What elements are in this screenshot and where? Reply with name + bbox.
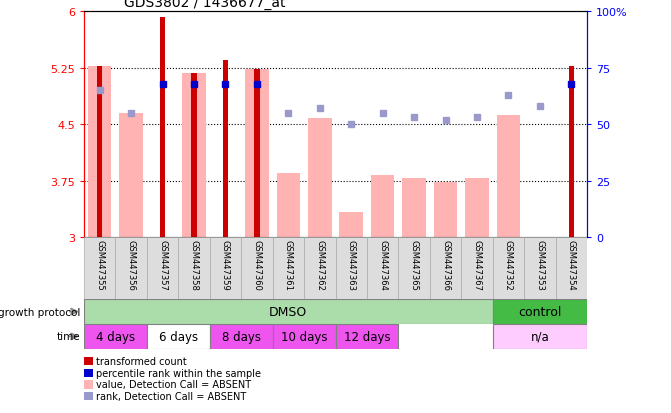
Text: GSM447356: GSM447356 <box>127 239 136 290</box>
Text: control: control <box>518 305 562 318</box>
Bar <box>84 324 147 349</box>
Bar <box>119 114 143 237</box>
Text: DMSO: DMSO <box>269 305 307 318</box>
Bar <box>336 237 367 299</box>
Text: GSM447364: GSM447364 <box>378 239 387 290</box>
Text: GSM447361: GSM447361 <box>284 239 293 290</box>
Bar <box>254 69 260 237</box>
Text: growth protocol: growth protocol <box>0 307 81 317</box>
Bar <box>556 237 587 299</box>
Bar <box>430 237 462 299</box>
Bar <box>88 66 111 237</box>
Text: GSM447363: GSM447363 <box>347 239 356 290</box>
Text: GSM447352: GSM447352 <box>504 239 513 290</box>
Text: percentile rank within the sample: percentile rank within the sample <box>96 368 261 378</box>
Text: GSM447354: GSM447354 <box>567 239 576 290</box>
Bar <box>209 324 272 349</box>
Bar <box>272 237 304 299</box>
Bar <box>568 66 574 237</box>
Bar <box>308 119 331 237</box>
Bar <box>493 324 587 349</box>
Text: GDS3802 / 1436677_at: GDS3802 / 1436677_at <box>124 0 286 10</box>
Bar <box>304 237 336 299</box>
Bar <box>241 237 272 299</box>
Bar <box>272 324 336 349</box>
Bar <box>367 237 399 299</box>
Text: GSM447353: GSM447353 <box>535 239 544 290</box>
Bar <box>160 18 165 237</box>
Bar <box>465 179 489 237</box>
Text: GSM447359: GSM447359 <box>221 239 230 290</box>
Text: GSM447357: GSM447357 <box>158 239 167 290</box>
Text: GSM447358: GSM447358 <box>189 239 199 290</box>
Bar <box>462 237 493 299</box>
Text: GSM447366: GSM447366 <box>441 239 450 290</box>
Text: 12 days: 12 days <box>344 330 391 343</box>
Text: 8 days: 8 days <box>221 330 260 343</box>
Bar <box>223 60 228 237</box>
Text: transformed count: transformed count <box>96 356 187 366</box>
Bar <box>84 299 493 324</box>
Bar <box>399 237 430 299</box>
Bar <box>97 66 103 237</box>
Bar <box>191 74 197 237</box>
Bar <box>493 299 587 324</box>
Text: value, Detection Call = ABSENT: value, Detection Call = ABSENT <box>96 380 251 389</box>
Text: time: time <box>57 332 81 342</box>
Text: n/a: n/a <box>531 330 550 343</box>
Bar <box>115 237 147 299</box>
Bar <box>147 324 209 349</box>
Text: GSM447367: GSM447367 <box>472 239 482 290</box>
Text: 6 days: 6 days <box>158 330 198 343</box>
Text: rank, Detection Call = ABSENT: rank, Detection Call = ABSENT <box>96 391 246 401</box>
Bar <box>178 237 209 299</box>
Bar <box>371 175 395 237</box>
Text: GSM447362: GSM447362 <box>315 239 324 290</box>
Bar <box>524 237 556 299</box>
Text: GSM447355: GSM447355 <box>95 239 104 290</box>
Bar <box>497 116 520 237</box>
Bar <box>433 183 458 237</box>
Bar <box>340 213 363 237</box>
Bar <box>84 237 115 299</box>
Text: 4 days: 4 days <box>96 330 135 343</box>
Bar <box>493 237 524 299</box>
Bar <box>209 237 241 299</box>
Bar <box>245 69 268 237</box>
Text: GSM447360: GSM447360 <box>252 239 262 290</box>
Bar <box>182 74 206 237</box>
Text: GSM447365: GSM447365 <box>409 239 419 290</box>
Bar <box>403 179 426 237</box>
Bar <box>276 174 300 237</box>
Bar <box>336 324 399 349</box>
Bar <box>147 237 178 299</box>
Text: 10 days: 10 days <box>280 330 327 343</box>
